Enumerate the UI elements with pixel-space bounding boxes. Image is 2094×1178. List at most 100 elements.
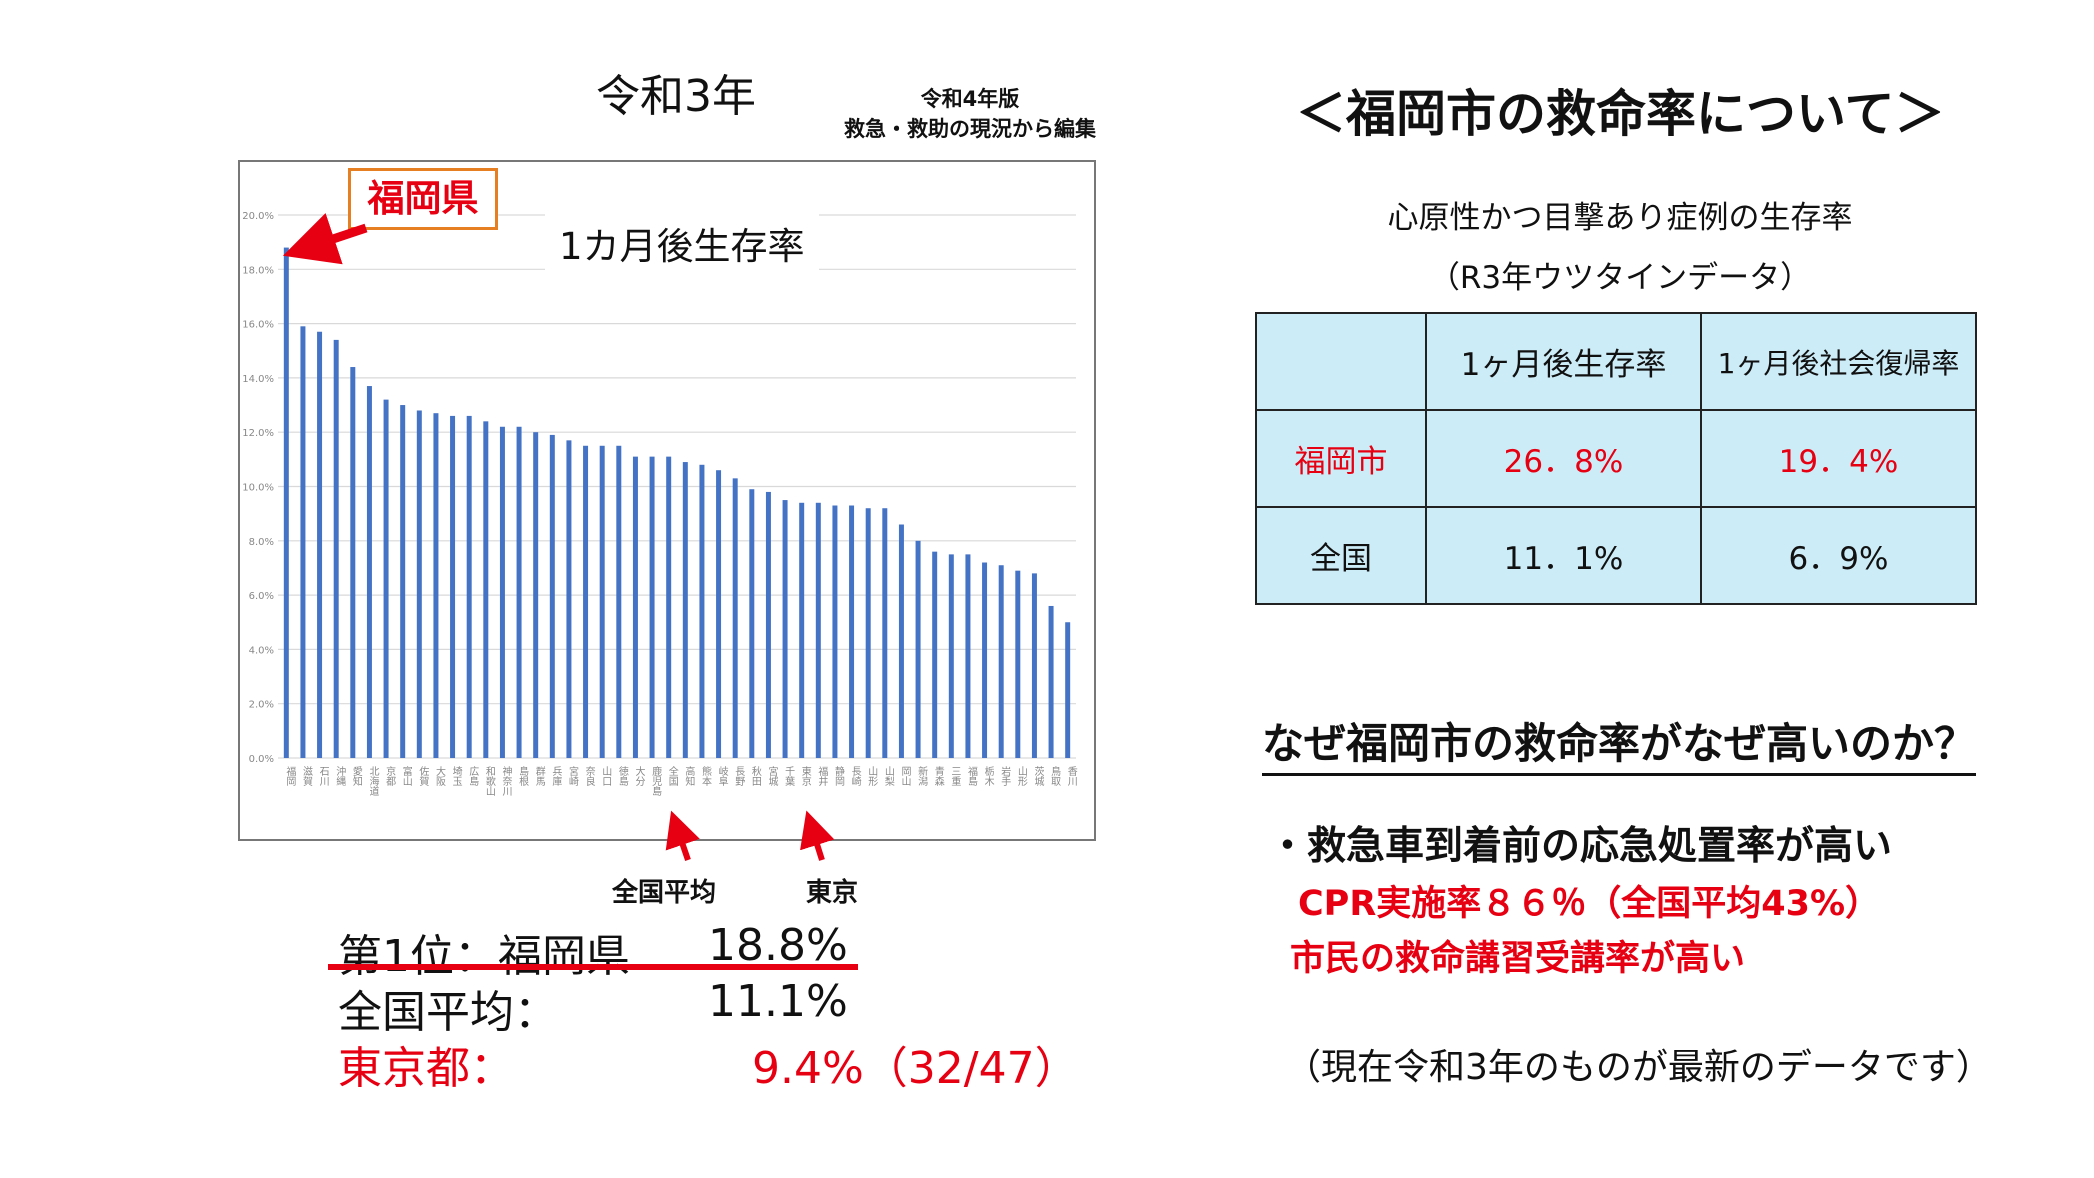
table-row-label: 福岡市 xyxy=(1255,409,1427,508)
x-tick-label: 宮城 xyxy=(766,765,778,787)
bar xyxy=(998,565,1004,758)
table-row: 福岡市 26．8% 19．4% xyxy=(1255,409,1977,508)
source-note: 令和4年版 救急・救助の現況から編集 xyxy=(795,84,1145,144)
x-tick-label: 京都 xyxy=(384,765,396,787)
bar xyxy=(433,413,439,758)
bar xyxy=(583,445,589,758)
bar xyxy=(599,445,605,758)
bar xyxy=(832,505,838,758)
bar xyxy=(649,456,655,758)
bar xyxy=(400,405,406,758)
x-tick-label: 石川 xyxy=(317,766,329,786)
x-tick-label: 徳島 xyxy=(616,765,628,787)
x-tick-label: 秋田 xyxy=(749,765,761,786)
source-line-2: 救急・救助の現況から編集 xyxy=(844,117,1096,141)
x-tick-label: 鳥取 xyxy=(1049,765,1061,787)
x-tick-label: 千葉 xyxy=(783,766,795,787)
x-tick-label: 群馬 xyxy=(533,765,545,787)
x-tick-label: 愛知 xyxy=(350,765,362,786)
reason-sub-training: 市民の救命講習受講率が高い xyxy=(1290,939,1746,979)
table-header-empty xyxy=(1255,312,1427,411)
bar xyxy=(849,505,855,758)
x-tick-label: 埼玉 xyxy=(450,765,462,786)
x-tick-label: 北海道 xyxy=(367,766,379,796)
x-tick-label: 三重 xyxy=(949,766,961,786)
summary-value-2: 11.1% xyxy=(708,976,848,1027)
bar xyxy=(450,415,456,758)
bar xyxy=(682,462,688,758)
x-tick-label: 山口 xyxy=(600,766,611,786)
bar xyxy=(948,554,954,758)
y-tick-label: 16.0% xyxy=(242,320,274,331)
bar xyxy=(666,456,672,758)
reason-main: ・救急車到着前の応急処置率が高い xyxy=(1268,824,1893,869)
x-tick-label: 栃木 xyxy=(982,765,994,787)
x-tick-label: 香川 xyxy=(1065,766,1077,786)
x-tick-label: 高知 xyxy=(683,765,695,786)
right-section-title: ＜福岡市の救命率について＞ xyxy=(1296,85,1945,143)
summary-row-1: 第1位：福岡県 18.8% xyxy=(338,920,848,984)
x-tick-label: 富山 xyxy=(400,765,412,786)
y-tick-label: 12.0% xyxy=(242,428,274,439)
x-tick-label: 岡山 xyxy=(899,766,911,786)
x-tick-label: 山形 xyxy=(1015,766,1027,787)
bar xyxy=(982,562,988,758)
bar-chart: 0.0% 2.0% 4.0% 6.0% 8.0% 10.0% 12.0% 14.0% 16.0%… xyxy=(242,211,1077,797)
x-tick-label: 佐賀 xyxy=(417,766,429,787)
y-tick-label: 6.0% xyxy=(249,591,274,602)
x-tick-label: 神奈川 xyxy=(500,765,512,796)
chart-year-title: 令和3年 xyxy=(596,71,756,122)
bar xyxy=(483,421,489,758)
bar xyxy=(699,464,705,758)
summary-label-1: 第1位：福岡県 xyxy=(338,931,630,982)
table-header-1month-social-return: 1ヶ月後社会復帰率 xyxy=(1700,312,1977,411)
x-tick-label: 広島 xyxy=(467,765,479,787)
bar xyxy=(300,326,306,758)
bar xyxy=(1048,605,1054,758)
fukuoka-callout: 福岡県 xyxy=(348,168,498,230)
x-tick-label: 東京 xyxy=(799,765,811,787)
x-tick-label: 奈良 xyxy=(583,765,595,787)
bar xyxy=(1065,622,1071,758)
y-tick-label: 0.0% xyxy=(249,754,274,765)
bar xyxy=(632,456,638,758)
x-tick-label: 岩手 xyxy=(999,765,1011,787)
bar xyxy=(865,508,871,758)
y-tick-label: 14.0% xyxy=(242,374,274,385)
bar xyxy=(333,339,339,758)
x-tick-label: 滋賀 xyxy=(300,765,312,787)
table-header-row: 1ヶ月後生存率 1ヶ月後社会復帰率 xyxy=(1255,312,1977,411)
x-tick-label: 長野 xyxy=(733,766,745,786)
bar xyxy=(516,426,522,758)
x-tick-label: 島根 xyxy=(517,765,529,787)
y-tick-label: 4.0% xyxy=(249,645,274,656)
bar xyxy=(915,540,921,758)
y-tick-label: 20.0% xyxy=(242,211,274,222)
y-tick-label: 2.0% xyxy=(249,700,274,711)
x-tick-label: 長崎 xyxy=(849,766,861,786)
x-tick-label: 新潟 xyxy=(916,765,928,787)
x-tick-label: 熊本 xyxy=(699,765,711,787)
table-header-1month-survival: 1ヶ月後生存率 xyxy=(1425,312,1702,411)
x-tick-label: 茨城 xyxy=(1032,765,1044,787)
bar xyxy=(965,554,971,758)
x-tick-label: 大分 xyxy=(633,765,645,787)
table-caption-2: （R3年ウツタインデータ） xyxy=(1428,260,1812,296)
bar xyxy=(616,445,622,758)
bar xyxy=(898,524,904,758)
table-caption-1: 心原性かつ目撃あり症例の生存率 xyxy=(1387,200,1853,236)
x-tick-label: 全国 xyxy=(666,765,678,787)
summary-row-2: 全国平均： 11.1% xyxy=(338,976,848,1040)
bar xyxy=(466,415,472,758)
bar xyxy=(716,470,722,758)
bar xyxy=(350,367,356,758)
reasons-block: ・救急車到着前の応急処置率が高い CPR実施率８６％（全国平均43%） 市民の救… xyxy=(1268,815,1892,981)
table-cell: 6．9% xyxy=(1700,506,1977,605)
x-tick-label: 福井 xyxy=(816,765,828,787)
bar xyxy=(366,386,372,758)
bar xyxy=(383,399,389,758)
bar xyxy=(765,491,771,758)
bar xyxy=(749,489,755,758)
bar xyxy=(1031,573,1037,758)
summary-value-1: 18.8% xyxy=(708,920,848,971)
